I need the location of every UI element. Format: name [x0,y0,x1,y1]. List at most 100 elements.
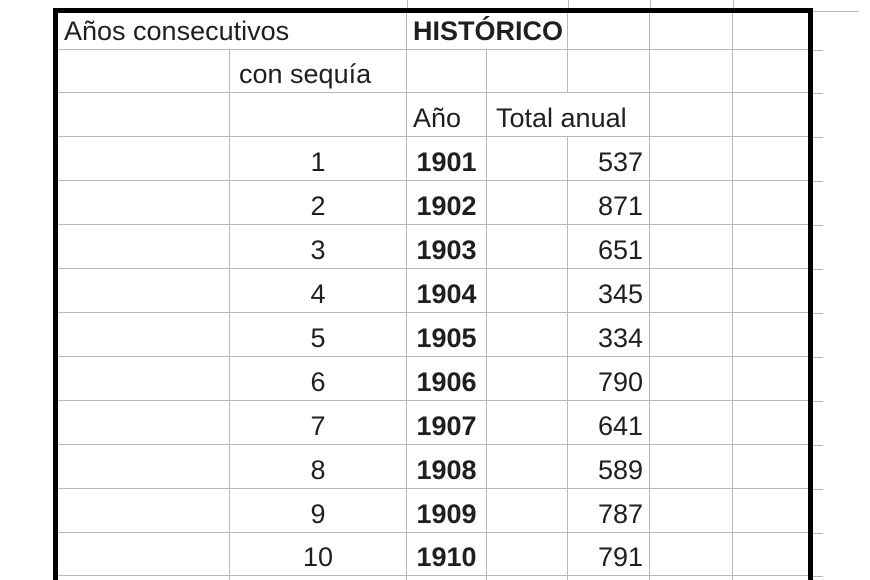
empty-cell[interactable] [650,13,733,50]
cell-sequence-number[interactable]: 6 [230,357,407,401]
empty-cell[interactable] [487,225,568,269]
empty-cell[interactable] [733,13,808,50]
empty-cell[interactable] [58,181,230,225]
empty-cell[interactable] [487,357,568,401]
cell-year[interactable]: 1909 [407,489,487,533]
cell-sequence-number[interactable]: 9 [230,489,407,533]
empty-cell[interactable] [568,50,650,93]
empty-cell[interactable] [487,269,568,313]
top-gridline-stub [407,0,408,8]
empty-cell[interactable] [733,225,808,269]
cell-sequence-number[interactable]: 1 [230,137,407,181]
empty-cell[interactable] [58,50,230,93]
empty-cell[interactable] [487,50,568,93]
empty-cell[interactable] [487,489,568,533]
empty-cell[interactable] [487,533,568,576]
empty-cell[interactable] [733,401,808,445]
empty-cell[interactable] [230,93,407,137]
cell-total[interactable]: 589 [568,445,650,489]
right-gridline-stub [813,357,823,358]
cell-year[interactable]: 1906 [407,357,487,401]
cell-title-historic[interactable]: HISTÓRICO [407,13,568,50]
empty-cell[interactable] [733,357,808,401]
empty-cell[interactable] [487,313,568,357]
empty-cell[interactable] [58,313,230,357]
right-gridline-stub [813,137,823,138]
cell-header-total[interactable]: Total anual [487,93,650,137]
right-gridline-stub [813,269,823,270]
empty-cell[interactable] [650,489,733,533]
right-gridline-stub [813,93,823,94]
cell-header-year[interactable]: Año [407,93,487,137]
empty-cell[interactable] [58,269,230,313]
empty-cell [568,576,650,580]
empty-cell[interactable] [58,357,230,401]
empty-cell[interactable] [650,93,733,137]
empty-cell[interactable] [733,269,808,313]
empty-cell[interactable] [58,93,230,137]
empty-cell[interactable] [58,137,230,181]
cell-total[interactable]: 345 [568,269,650,313]
cell-year[interactable]: 1908 [407,445,487,489]
empty-cell[interactable] [733,313,808,357]
empty-cell[interactable] [487,137,568,181]
cell-total[interactable]: 871 [568,181,650,225]
empty-cell[interactable] [733,137,808,181]
empty-cell[interactable] [733,533,808,576]
empty-cell[interactable] [58,225,230,269]
cell-total[interactable]: 790 [568,357,650,401]
cell-year[interactable]: 1905 [407,313,487,357]
empty-cell[interactable] [650,137,733,181]
right-gridline-stub [813,489,823,490]
empty-cell[interactable] [650,50,733,93]
cell-total[interactable]: 334 [568,313,650,357]
empty-cell[interactable] [487,445,568,489]
empty-cell[interactable] [650,225,733,269]
cell-sequence-number[interactable]: 2 [230,181,407,225]
cell-sequence-number[interactable]: 8 [230,445,407,489]
empty-cell[interactable] [487,401,568,445]
cell-year[interactable]: 1910 [407,533,487,576]
cell-total[interactable]: 537 [568,137,650,181]
empty-cell[interactable] [650,401,733,445]
right-gridline-stub [813,576,823,577]
cell-subtitle-drought[interactable]: con sequía [230,50,407,93]
cell-sequence-number[interactable]: 7 [230,401,407,445]
empty-cell[interactable] [650,533,733,576]
empty-cell [487,576,568,580]
empty-cell[interactable] [487,181,568,225]
empty-cell[interactable] [650,269,733,313]
empty-cell[interactable] [568,13,650,50]
empty-cell[interactable] [733,50,808,93]
cell-title-consecutive-years[interactable]: Años consecutivos [58,13,407,50]
cell-year[interactable]: 1903 [407,225,487,269]
cell-sequence-number[interactable]: 10 [230,533,407,576]
empty-cell[interactable] [407,50,487,93]
cell-total[interactable]: 791 [568,533,650,576]
cell-year[interactable]: 1901 [407,137,487,181]
cell-year[interactable]: 1902 [407,181,487,225]
empty-cell[interactable] [733,445,808,489]
empty-cell[interactable] [650,357,733,401]
cell-sequence-number[interactable]: 4 [230,269,407,313]
empty-cell [58,576,230,580]
empty-cell[interactable] [58,445,230,489]
empty-cell[interactable] [733,93,808,137]
empty-cell [230,576,407,580]
empty-cell[interactable] [58,533,230,576]
empty-cell[interactable] [650,445,733,489]
cell-year[interactable]: 1907 [407,401,487,445]
empty-cell[interactable] [650,313,733,357]
empty-cell[interactable] [58,401,230,445]
cell-sequence-number[interactable]: 3 [230,225,407,269]
cell-year[interactable]: 1904 [407,269,487,313]
cell-sequence-number[interactable]: 5 [230,313,407,357]
empty-cell[interactable] [650,181,733,225]
empty-cell[interactable] [58,489,230,533]
cell-total[interactable]: 787 [568,489,650,533]
empty-cell[interactable] [733,489,808,533]
empty-cell[interactable] [733,181,808,225]
cell-total[interactable]: 641 [568,401,650,445]
cell-total[interactable]: 651 [568,225,650,269]
